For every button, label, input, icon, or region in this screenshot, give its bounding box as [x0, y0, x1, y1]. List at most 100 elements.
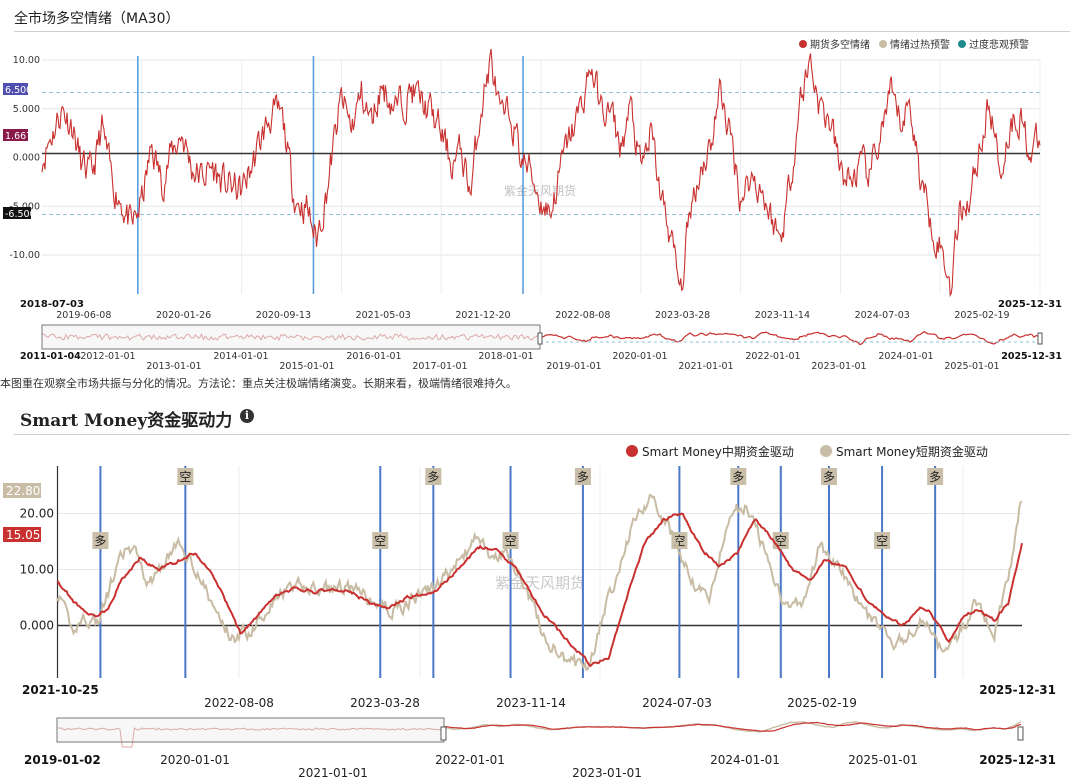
legend-swatch-red: [799, 40, 807, 48]
current-flag-label: 1.667: [5, 131, 32, 142]
smart-money-title: Smart Money资金驱动力: [20, 411, 233, 431]
nav-tick-bottom: 2025-01-01: [944, 361, 999, 372]
mid-flag-label: 15.05: [6, 528, 40, 542]
y-tick-label: 0.000: [20, 619, 54, 633]
nav2-tick-top: 2022-01-01: [435, 753, 505, 767]
navigator2-short-line: [443, 721, 1022, 733]
legend-swatch-tan: [879, 40, 887, 48]
current-flag-bg: [3, 129, 28, 141]
legend: 期货多空情绪 情绪过热预警 过度悲观预警: [799, 38, 1029, 51]
signal-label: 多: [823, 470, 835, 484]
navigator-handle-right[interactable]: [1037, 332, 1043, 345]
info-icon[interactable]: i: [240, 409, 254, 423]
x-tick-label: 2023-03-28: [350, 696, 420, 710]
sentiment-series-line: [41, 48, 1041, 298]
x-end-label2: 2025-12-31: [979, 683, 1056, 697]
watermark: 紫金天风期货: [504, 183, 576, 198]
nav2-tick-top: 2024-01-01: [710, 753, 780, 767]
navigator2-top-ticks: 2020-01-01 2022-01-01 2024-01-01 2025-01-01: [160, 753, 918, 767]
short-last-flag: 22.80: [3, 483, 41, 498]
y-tick-label: -10.00: [9, 250, 40, 261]
nav-tick-top: 2018-01-01: [478, 351, 533, 362]
nav-tick-bottom: 2013-01-01: [146, 361, 201, 372]
high-flag-label: 6.500: [5, 85, 32, 96]
navigator2-bottom-ticks: 2021-01-01 2023-01-01: [298, 766, 642, 780]
signal-label: 空: [775, 534, 787, 548]
legend-mid-term: Smart Money中期资金驱动: [642, 444, 794, 459]
navigator2-mask: [56, 717, 445, 743]
short-term-series-line: [56, 494, 1023, 672]
signal-badge: [372, 532, 389, 549]
x-tick-label: 2021-12-20: [455, 310, 510, 321]
signal-badge: [821, 468, 837, 485]
nav2-tick-top: 2025-01-01: [848, 753, 918, 767]
x-start-label2: 2021-10-25: [22, 683, 99, 697]
legend-overheat-warning: 情绪过热预警: [890, 38, 950, 51]
x-start-label: 2018-07-03: [20, 299, 84, 310]
signal-badge: [874, 532, 891, 549]
nav-tick-bottom: 2015-01-01: [279, 361, 334, 372]
chart1-vertical-markers: [137, 56, 524, 294]
nav-tick-top: 2020-01-01: [612, 351, 667, 362]
nav2-tick-bottom: 2021-01-01: [298, 766, 368, 780]
signal-badge: [574, 468, 591, 485]
sentiment-chart: 期货多空情绪 情绪过热预警 过度悲观预警 10.00 5.000 0.000 -5.0…: [3, 38, 1062, 372]
signal-badge: [177, 468, 194, 485]
chart1-title: 全市场多空情绪（MA30）: [14, 11, 180, 27]
signal-badge: [927, 468, 944, 485]
signal-label: 空: [505, 534, 517, 548]
y-tick-label: 5.000: [13, 104, 40, 115]
x-tick-label: 2022-08-08: [204, 696, 274, 710]
signal-badge: [425, 468, 442, 485]
y-tick-label: 0.000: [13, 153, 40, 164]
navigator-top-ticks: 2012-01-01 2014-01-01 2016-01-01 2018-01-01…: [80, 351, 933, 362]
mid-last-flag: 15.05: [3, 527, 41, 542]
chart1-navigator[interactable]: [41, 324, 1043, 350]
navigator2-handle-left[interactable]: [440, 726, 447, 741]
x-tick-label: 2023-03-28: [655, 310, 710, 321]
chart1-gridlines: [42, 59, 1041, 294]
high-threshold-flag: 6.500: [3, 83, 32, 96]
x-tick-label: 2020-09-13: [256, 310, 311, 321]
low-flag-bg: [3, 207, 31, 219]
y-tick-label: 10.00: [13, 55, 40, 66]
x-end-label: 2025-12-31: [998, 299, 1062, 310]
nav-tick-bottom: 2017-01-01: [412, 361, 467, 372]
navigator-handle-left[interactable]: [537, 332, 543, 345]
smart-money-chart: Smart Money中期资金驱动 Smart Money短期资金驱动 20.0…: [3, 444, 1056, 780]
low-threshold-flag: -6.500: [3, 207, 36, 220]
legend-swatch-teal: [958, 40, 966, 48]
navigator-selected-line: [539, 330, 1041, 346]
signal-label: 空: [876, 534, 888, 548]
nav2-tick-top: 2020-01-01: [160, 753, 230, 767]
nav2-tick-bottom: 2023-01-01: [572, 766, 642, 780]
mid-term-series-line: [56, 512, 1023, 668]
signal-label: 多: [94, 534, 106, 548]
x-tick-label: 2025-02-19: [787, 696, 857, 710]
chart2-navigator[interactable]: [56, 717, 1024, 748]
nav-tick-bottom: 2019-01-01: [546, 361, 601, 372]
legend-swatch-mid: [626, 445, 638, 457]
x-tick-label: 2024-07-03: [642, 696, 712, 710]
signal-label: 空: [179, 470, 191, 484]
legend-pessimism-warning: 过度悲观预警: [969, 38, 1029, 51]
section-divider: [14, 434, 1070, 435]
chart2-y-ticks: 20.00 10.00 0.000: [20, 507, 54, 633]
x-tick-label: 2022-08-08: [555, 310, 610, 321]
navigator2-handle-right[interactable]: [1017, 726, 1024, 741]
navigator2-history-line: [57, 727, 445, 748]
navigator2-mid-line: [444, 721, 1022, 732]
y-tick-label: 20.00: [20, 507, 54, 521]
signal-badge: [730, 468, 747, 485]
navigator2-end-label: 2025-12-31: [979, 753, 1056, 767]
x-tick-label: 2023-11-14: [496, 696, 566, 710]
navigator-start-label: 2011-01-04: [20, 351, 81, 362]
nav-tick-bottom: 2021-01-01: [678, 361, 733, 372]
signal-label: 多: [929, 470, 941, 484]
mid-flag-bg: [3, 527, 41, 542]
x-tick-label: 2020-01-26: [156, 310, 211, 321]
watermark2: 紫金天风期货: [495, 574, 585, 592]
navigator-mask: [41, 324, 541, 350]
y-tick-label: 10.00: [20, 563, 54, 577]
